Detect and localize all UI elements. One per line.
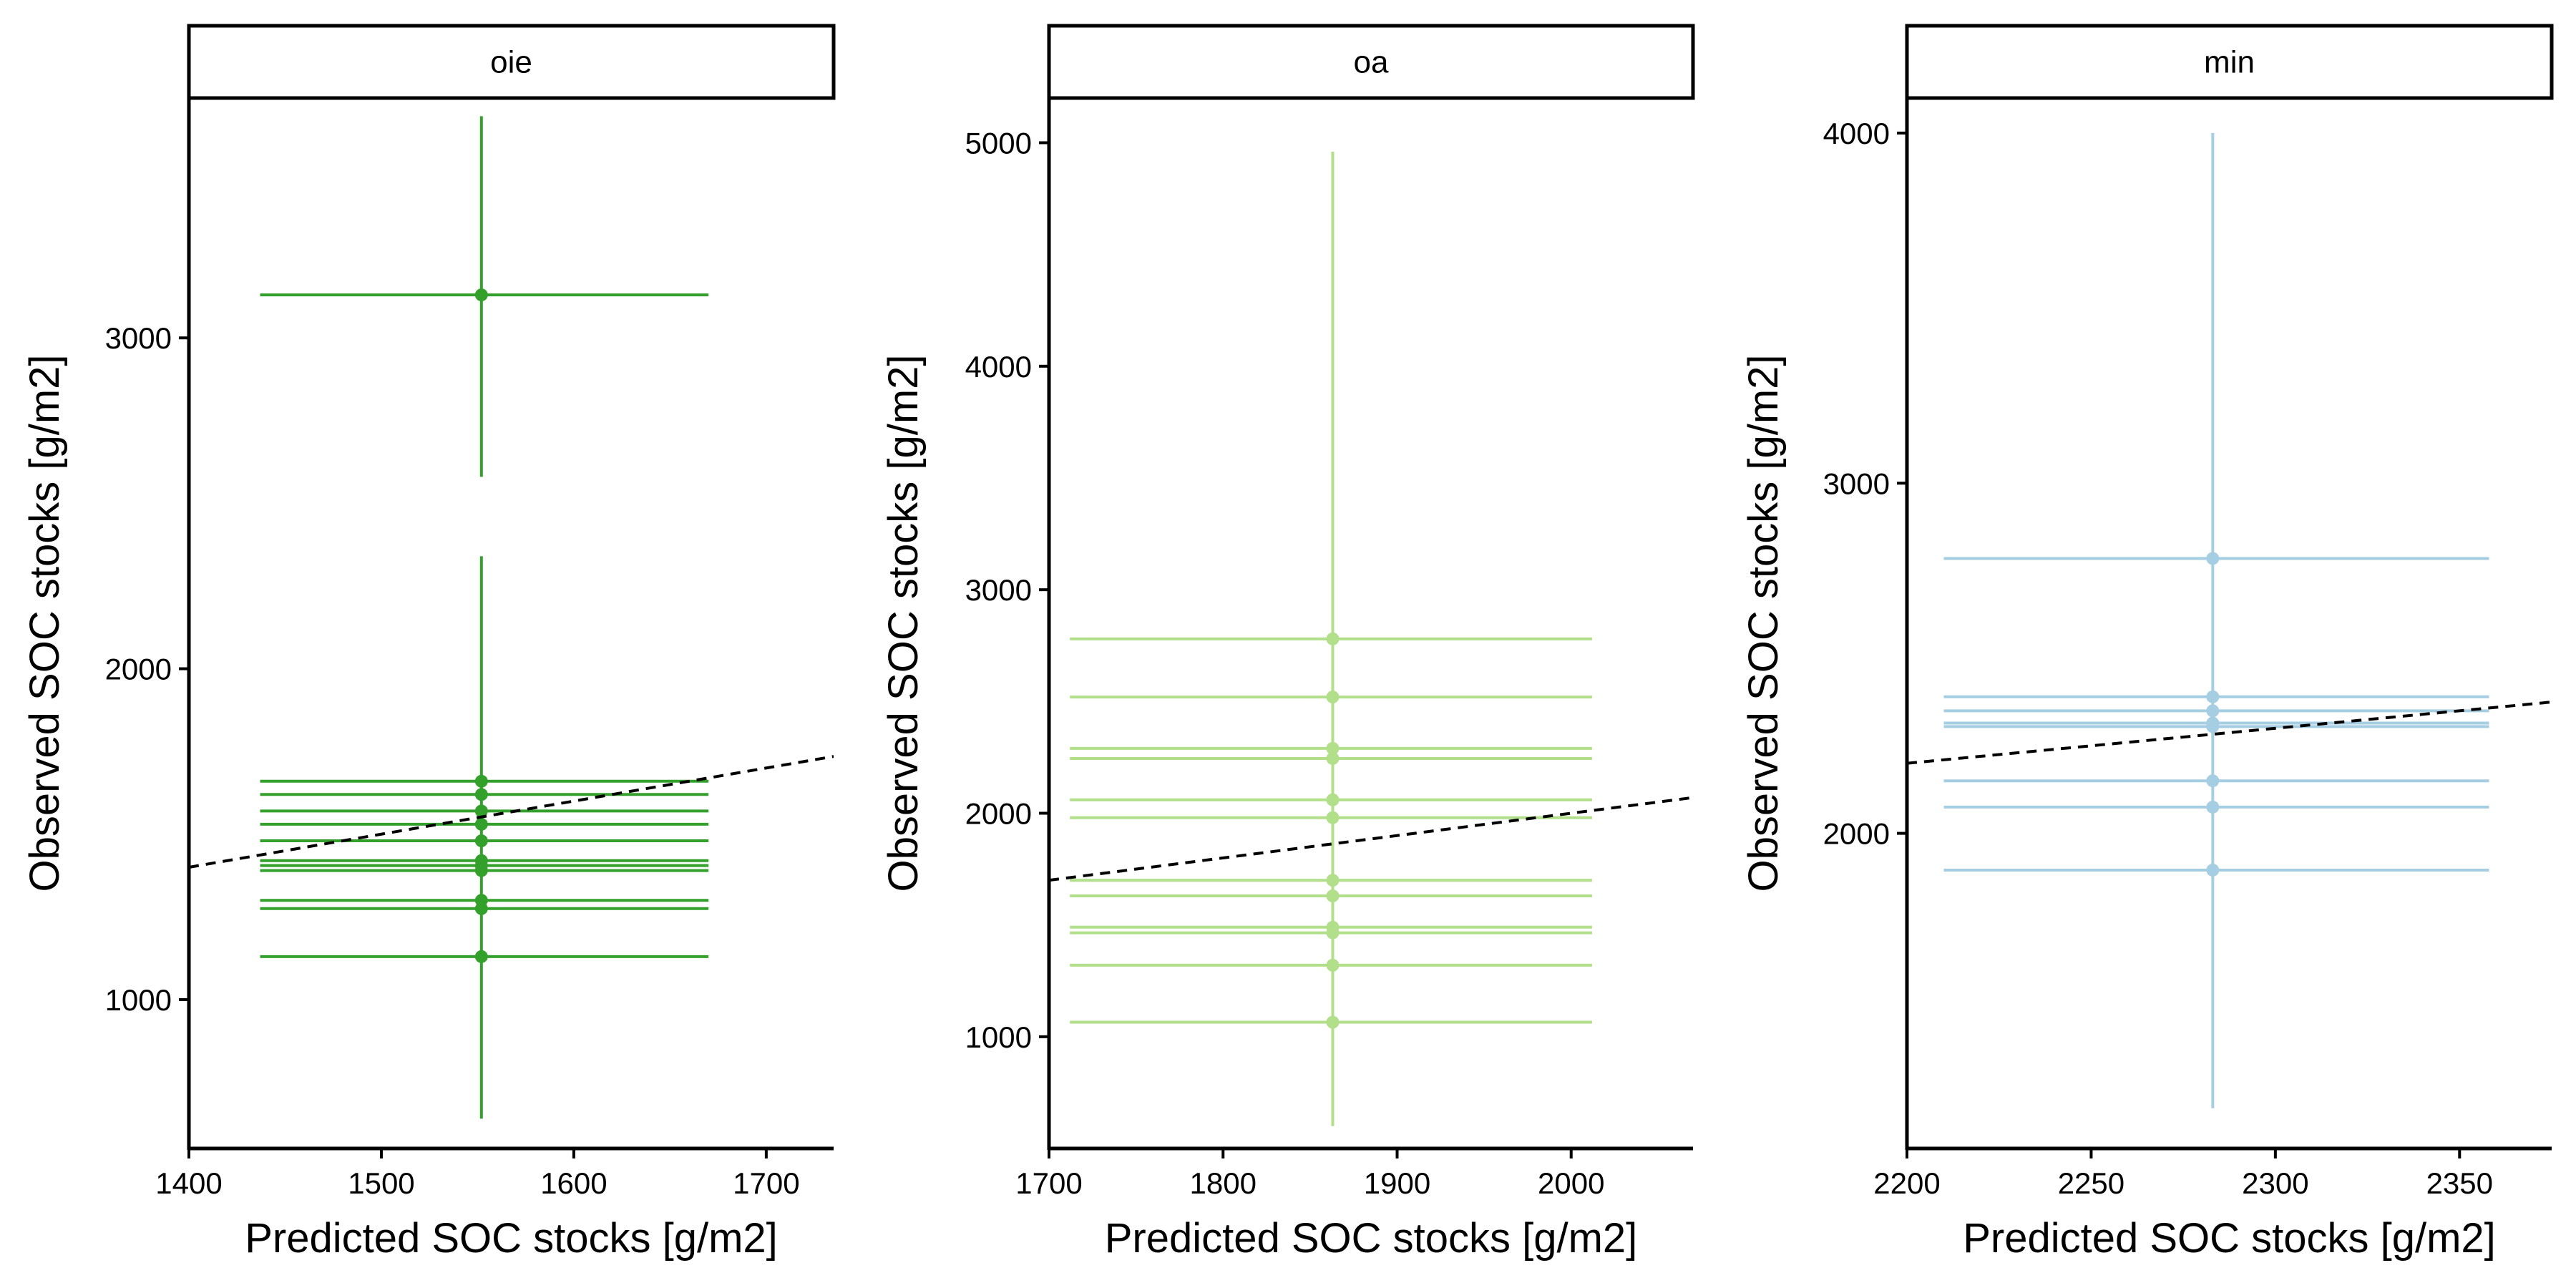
- x-tick-label: 2200: [1873, 1166, 1940, 1200]
- y-tick-label: 4000: [1823, 117, 1890, 150]
- x-tick-label: 1500: [348, 1166, 414, 1200]
- x-tick-label: 1700: [1015, 1166, 1082, 1200]
- y-tick-label: 1000: [965, 1020, 1032, 1054]
- x-tick-label: 2250: [2058, 1166, 2124, 1200]
- y-tick-label: 3000: [965, 573, 1032, 607]
- data-point: [1326, 632, 1340, 645]
- y-tick-label: 2000: [1823, 817, 1890, 851]
- data-point: [2206, 800, 2220, 814]
- y-tick-label: 2000: [965, 796, 1032, 830]
- y-tick-label: 4000: [965, 350, 1032, 384]
- data-point: [1326, 751, 1340, 765]
- data-point: [474, 817, 488, 831]
- facet-strip: [1905, 24, 2554, 100]
- x-tick-label: 1600: [540, 1166, 607, 1200]
- data-point: [2206, 774, 2220, 788]
- data-point: [474, 804, 488, 818]
- data-point: [1326, 811, 1340, 824]
- facet-strip-label: min: [2204, 45, 2255, 80]
- data-point: [2206, 704, 2220, 718]
- panel-min: min 2200 2250 2300 2350 2000 3000 4000 Predicted…: [1740, 24, 2554, 1262]
- reference-line: [1049, 796, 1693, 882]
- x-tick-label: 1400: [155, 1166, 222, 1200]
- data-point: [474, 902, 488, 915]
- x-tick-label: 2350: [2426, 1166, 2493, 1200]
- x-axis-title: Predicted SOC stocks [g/m2]: [1963, 1215, 2496, 1262]
- y-axis-title: Observed SOC stocks [g/m2]: [880, 354, 927, 892]
- data-point: [474, 288, 488, 302]
- data-point: [1326, 889, 1340, 903]
- data-point: [2206, 863, 2220, 877]
- x-tick-label: 2300: [2242, 1166, 2308, 1200]
- y-axis-title: Observed SOC stocks [g/m2]: [1740, 354, 1787, 892]
- x-tick-label: 1700: [733, 1166, 799, 1200]
- data-point: [474, 788, 488, 801]
- x-tick-label: 2000: [1538, 1166, 1604, 1200]
- x-axis-title: Predicted SOC stocks [g/m2]: [1105, 1215, 1638, 1262]
- data-point: [1326, 926, 1340, 940]
- data-point: [1326, 691, 1340, 704]
- data-point: [474, 774, 488, 788]
- y-tick-label: 3000: [1823, 467, 1890, 500]
- y-axis-title: Observed SOC stocks [g/m2]: [21, 354, 68, 892]
- data-point: [1326, 874, 1340, 887]
- panel-oa: oa 1700 1800 1900 2000 1000 2000 3000 4000 5000 Pr…: [880, 24, 1695, 1262]
- data-point: [2206, 690, 2220, 703]
- facet-strip-label: oa: [1354, 45, 1389, 80]
- reference-line: [1907, 701, 2552, 765]
- data-point: [1326, 793, 1340, 806]
- y-tick-label: 5000: [965, 126, 1032, 160]
- x-axis-title: Predicted SOC stocks [g/m2]: [245, 1215, 778, 1262]
- data-point: [1326, 1015, 1340, 1029]
- data-point: [474, 864, 488, 877]
- reference-line: [189, 755, 834, 869]
- data-point: [474, 950, 488, 963]
- data-point: [1326, 741, 1340, 755]
- plot-area: [1907, 132, 2552, 1108]
- data-point: [2206, 552, 2220, 565]
- plot-area: [1049, 151, 1693, 1126]
- panel-oie: oie 1400 1500 1600 1700 1000 2000 3000 Predicted…: [21, 24, 836, 1262]
- facet-strip-label: oie: [490, 45, 532, 80]
- facet-strip: [187, 24, 836, 100]
- y-tick-label: 3000: [105, 321, 172, 355]
- y-tick-label: 2000: [105, 653, 172, 686]
- data-point: [1326, 958, 1340, 972]
- plot-area: [189, 116, 834, 1119]
- data-point: [474, 834, 488, 848]
- x-tick-label: 1900: [1364, 1166, 1430, 1200]
- facet-strip: [1047, 24, 1695, 100]
- x-tick-label: 1800: [1190, 1166, 1257, 1200]
- y-tick-label: 1000: [105, 983, 172, 1017]
- data-point: [2206, 720, 2220, 733]
